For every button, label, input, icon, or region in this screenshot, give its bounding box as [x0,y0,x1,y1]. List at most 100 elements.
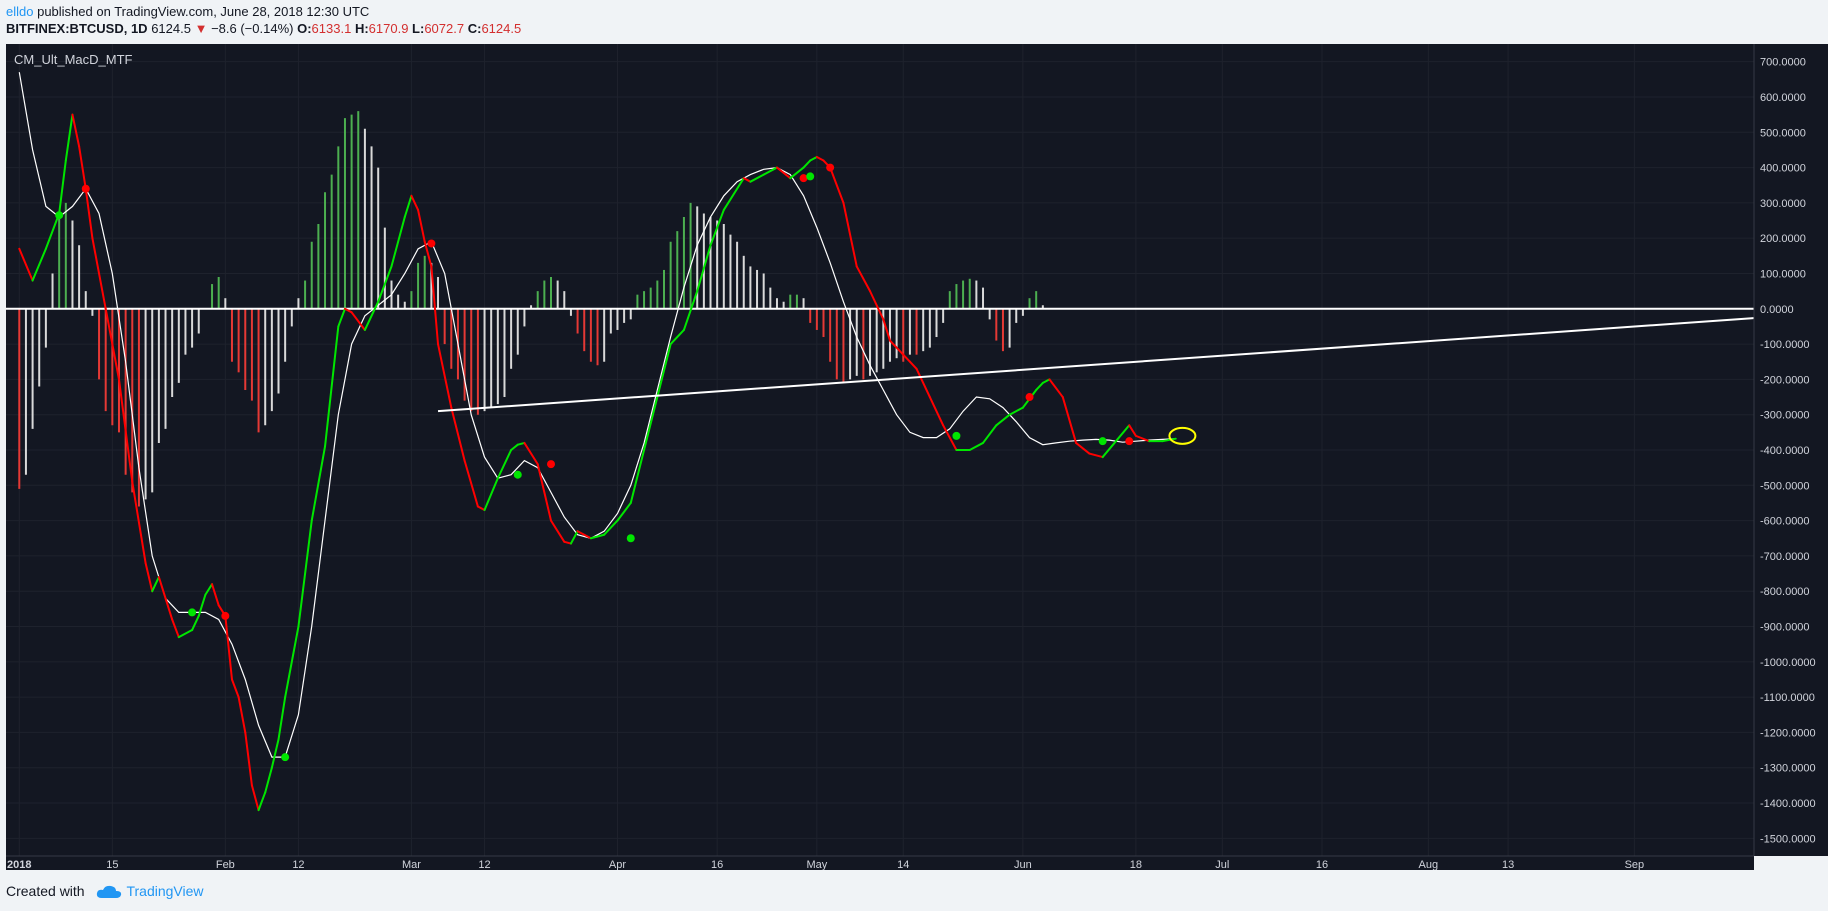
macd-line-segment [171,618,180,639]
macd-line-segment [410,194,420,211]
macd-line-segment [264,766,273,794]
y-tick-label: 700.0000 [1760,57,1806,69]
macd-line-segment [742,177,752,183]
y-tick-label: -100.0000 [1760,339,1810,351]
x-tick-label: 15 [106,859,118,870]
macd-line-segment [117,378,134,483]
macd-line-segment [643,396,659,451]
footer: Created with TradingView [6,883,204,899]
price-axis[interactable] [1754,44,1828,856]
macd-line-segment [324,325,340,448]
macd-line-segment [815,155,825,162]
macd-line-segment [809,155,818,162]
y-tick-label: 200.0000 [1760,233,1806,245]
y-tick-label: -1100.0000 [1760,692,1815,704]
x-tick-label: 16 [1316,859,1328,870]
price-change: −8.6 (−0.14%) [211,21,294,36]
macd-line-segment [224,614,233,681]
tradingview-brand-link[interactable]: TradingView [126,883,204,899]
cross-marker [1098,437,1107,446]
macd-line-segment [244,731,253,787]
macd-line-segment [550,519,566,543]
last-price: 6124.5 [151,21,191,36]
macd-line-segment [403,194,413,218]
macd-line-segment [709,208,725,247]
macd-line-segment [915,367,931,399]
macd-line-segment [656,343,672,399]
y-tick-label: -1500.0000 [1760,833,1816,845]
macd-line-segment [78,145,87,190]
low-label: L: [412,21,425,36]
macd-line-segment [902,353,911,363]
y-tick-label: -1200.0000 [1760,727,1816,739]
macd-line-segment [71,113,81,148]
tradingview-cloud-icon [97,886,122,899]
macd-line-segment [91,237,107,310]
published-text: published on TradingView.com, June 28, 2… [37,4,370,19]
cross-marker [806,172,815,181]
open-value: 6133.1 [311,21,352,36]
macd-line-segment [510,443,519,451]
macd-line-segment [842,201,858,268]
macd-line-segment [237,696,247,734]
open-label: O: [297,21,312,36]
macd-line-segment [144,561,154,593]
macd-line-segment [463,459,479,508]
macd-line-segment [476,505,486,512]
macd-line-segment [995,413,1011,427]
macd-line-segment [888,339,905,356]
y-tick-label: -900.0000 [1760,622,1810,634]
macd-line-segment [177,629,194,639]
time-axis[interactable] [6,856,1754,870]
macd-line-segment [669,328,685,346]
macd-line-segment [1114,424,1131,443]
macd-line-segment [928,396,945,427]
macd-line-segment [423,240,433,268]
macd-line-segment [257,791,267,812]
macd-line-segment [1035,381,1044,391]
x-tick-label: 12 [292,859,304,870]
macd-line-segment [483,477,499,512]
macd-line-segment [250,784,260,812]
macd-line-segment [197,593,207,617]
macd-line-segment [58,159,67,215]
y-tick-label: -400.0000 [1760,445,1810,457]
macd-line-segment [968,441,985,451]
cross-marker [1125,437,1134,446]
macd-line-segment [31,247,47,282]
macd-line-segment [682,290,699,331]
macd-line-segment [749,173,765,183]
annotations [437,316,1761,445]
macd-line-segment [563,540,572,545]
macd-line-segment [536,463,553,522]
macd-line-segment [151,576,160,593]
macd-chart[interactable]: CM_Ult_MacD_MTF 700.0000 600.0000 500.0000… [0,0,1828,870]
x-tick-label: 14 [897,859,909,870]
time-axis-labels: 2018 15 Feb 12 Mar 12 Apr 16 May 14 Jun 18 Jul 16 Aug 1… [7,859,1644,870]
cross-marker [427,239,436,248]
macd-line-segment [982,424,998,444]
series-lines [18,72,1177,812]
macd-line-segment [363,300,380,331]
macd-line-segment [131,480,147,564]
macd-line-segment [775,166,785,174]
macd-line-segment [762,166,778,176]
macd-line-segment [569,530,579,545]
macd-line-segment [1048,378,1064,399]
macd-line-segment [417,208,426,243]
x-tick-label: Mar [402,859,421,870]
macd-line-segment [696,244,712,293]
author-link[interactable]: elldo [6,4,34,19]
cross-markers [55,163,1134,762]
cross-marker [188,608,197,617]
macd-line-segment [882,318,891,342]
macd-line-segment [277,696,287,741]
y-tick-label: -1300.0000 [1760,763,1816,775]
macd-line-segment [230,678,240,699]
close-value: 6124.5 [481,21,522,36]
macd-line-segment [869,290,885,321]
macd-line-segment [450,406,466,462]
highlight-ellipse [1168,426,1197,445]
x-tick-label: 13 [1502,859,1514,870]
trendline [437,316,1761,413]
